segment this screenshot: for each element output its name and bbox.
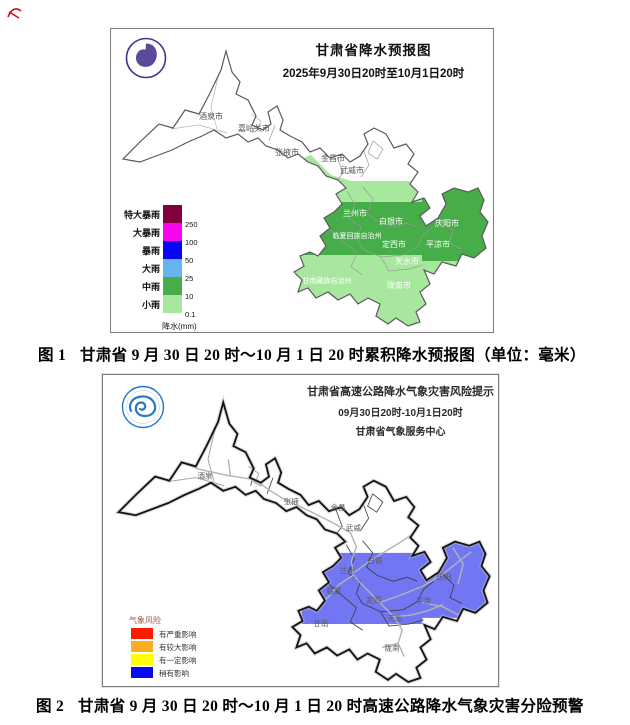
city-label: 定西 xyxy=(366,595,382,605)
legend-swatch xyxy=(163,241,182,259)
legend-label: 有较大影响 xyxy=(159,642,197,652)
legend-threshold: 100 xyxy=(185,238,198,247)
city-label: 庆阳 xyxy=(436,571,451,581)
gansu-highway-risk-map: 酒泉 张掖 金昌 武威 兰州 白银 临夏 定西 天水 平凉 庆阳 甘南 陇南 xyxy=(103,380,498,685)
legend-swatch xyxy=(163,277,182,295)
city-label: 陇南 xyxy=(384,642,400,652)
legend-swatch xyxy=(131,628,153,639)
legend-swatch xyxy=(131,667,153,678)
figure1-caption-text: 甘肃省 9 月 30 日 20 时～10 月 1 日 20 时累积降水预报图（单… xyxy=(80,347,586,364)
legend-threshold: 0.1 xyxy=(185,310,195,319)
legend-label: 稍有影响 xyxy=(159,668,189,678)
red-scribble-mark xyxy=(7,8,22,19)
city-label: 武威 xyxy=(346,522,362,532)
precipitation-legend: 特大暴雨 大暴雨 暴雨 大雨 中雨 小雨 250 100 50 25 10 0.… xyxy=(124,205,198,331)
legend-swatch xyxy=(163,295,182,313)
city-label: 金昌 xyxy=(331,502,346,512)
legend-threshold: 50 xyxy=(185,256,193,265)
legend-threshold: 250 xyxy=(185,220,198,229)
legend-threshold: 25 xyxy=(185,274,193,283)
figure2-caption-number: 图 2 xyxy=(36,698,65,715)
city-label: 平凉市 xyxy=(426,239,450,249)
figure2-caption-text: 甘肃省 9 月 30 日 20 时～10 月 1 日 20 时高速公路降水气象灾… xyxy=(78,698,584,715)
rain-shaded-regions xyxy=(251,155,488,326)
figure1-caption: 图 1 甘肃省 9 月 30 日 20 时～10 月 1 日 20 时累积降水预报… xyxy=(38,343,586,365)
legend-threshold: 10 xyxy=(185,292,193,301)
legend-swatch xyxy=(163,205,182,223)
legend-label: 小雨 xyxy=(141,299,160,310)
city-label: 白银市 xyxy=(379,216,403,226)
legend-label: 有严重影响 xyxy=(159,629,197,639)
city-label: 白银 xyxy=(367,555,383,565)
city-label: 张掖市 xyxy=(275,147,299,157)
city-label: 天水 xyxy=(387,613,403,623)
legend-label: 中雨 xyxy=(142,281,160,292)
city-label: 张掖 xyxy=(284,496,300,506)
gansu-met-bureau-logo xyxy=(125,37,167,79)
met-service-logo xyxy=(121,385,165,429)
legend-label: 特大暴雨 xyxy=(124,209,160,220)
city-label: 武威市 xyxy=(340,165,364,175)
legend-axis-label: 降水(mm) xyxy=(162,321,197,331)
risk-legend: 气象风险 有严重影响 有较大影响 有一定影响 稍有影响 xyxy=(129,615,197,678)
figure2-highway-risk-map: 酒泉 张掖 金昌 武威 兰州 白银 临夏 定西 天水 平凉 庆阳 甘南 陇南 甘… xyxy=(101,373,500,688)
gansu-precipitation-map: 酒泉市 嘉峪关市 张掖市 金昌市 武威市 兰州市 白银市 临夏回族自治州 定西市… xyxy=(122,50,489,327)
fig1-city-labels: 酒泉市 嘉峪关市 张掖市 金昌市 武威市 兰州市 白银市 临夏回族自治州 定西市… xyxy=(199,111,459,290)
legend-swatch xyxy=(163,259,182,277)
figure1-caption-number: 图 1 xyxy=(38,347,67,364)
city-label: 金昌市 xyxy=(321,153,345,163)
city-label: 陇南市 xyxy=(387,280,411,290)
legend-label: 大雨 xyxy=(142,263,160,274)
city-label: 嘉峪关市 xyxy=(238,123,270,133)
city-label: 兰州市 xyxy=(343,208,367,218)
city-label: 庆阳市 xyxy=(435,218,459,228)
risk-legend-title: 气象风险 xyxy=(129,615,161,625)
legend-swatch xyxy=(163,223,182,241)
city-label: 临夏 xyxy=(326,586,342,596)
city-label: 酒泉市 xyxy=(199,111,223,121)
figure1-precipitation-map: 酒泉市 嘉峪关市 张掖市 金昌市 武威市 兰州市 白银市 临夏回族自治州 定西市… xyxy=(110,28,494,333)
city-label: 兰州 xyxy=(340,565,355,575)
figure2-caption: 图 2 甘肃省 9 月 30 日 20 时～10 月 1 日 20 时高速公路降水… xyxy=(36,694,584,716)
legend-label: 暴雨 xyxy=(141,246,160,256)
city-label: 酒泉 xyxy=(197,471,213,481)
city-label: 定西市 xyxy=(382,239,406,249)
legend-swatch xyxy=(131,641,153,652)
legend-swatch xyxy=(131,654,153,665)
city-label: 天水市 xyxy=(395,256,419,266)
legend-label: 大暴雨 xyxy=(133,227,160,238)
city-label: 平凉 xyxy=(416,596,432,606)
fig2-city-labels: 酒泉 张掖 金昌 武威 兰州 白银 临夏 定西 天水 平凉 庆阳 甘南 陇南 xyxy=(197,471,451,653)
legend-label: 有一定影响 xyxy=(159,655,197,665)
city-label: 甘南藏族自治州 xyxy=(303,276,352,285)
city-label: 临夏回族自治州 xyxy=(333,231,382,240)
city-label: 甘南 xyxy=(313,618,329,628)
